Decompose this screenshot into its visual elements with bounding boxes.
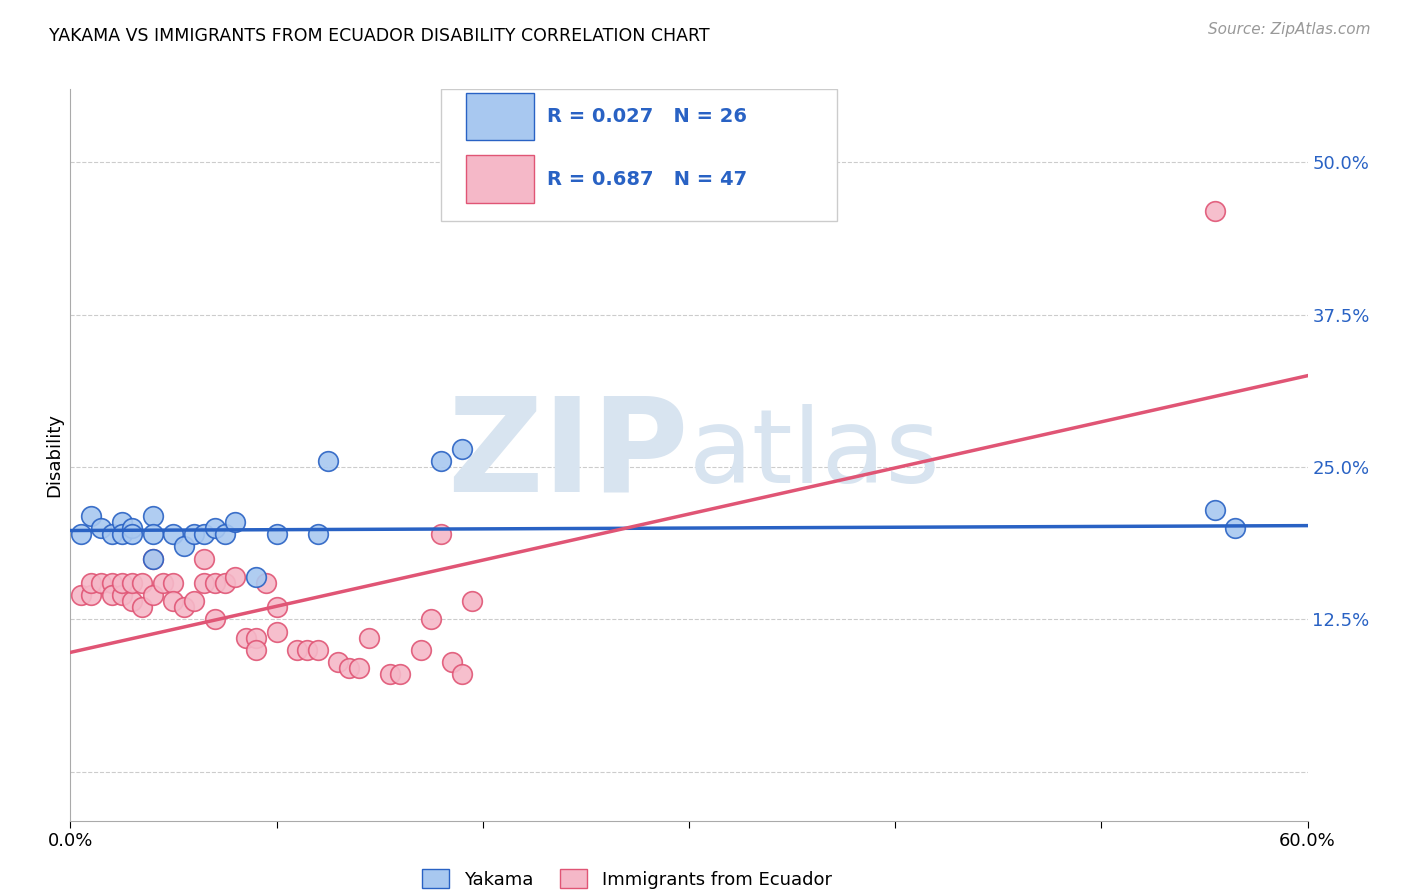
Point [204, 576, 226, 591]
Point [347, 661, 370, 675]
Point [142, 527, 165, 541]
Point [337, 661, 360, 675]
Point [193, 551, 215, 566]
Point [173, 539, 195, 553]
Point [316, 454, 339, 468]
Point [235, 631, 257, 645]
Point [451, 667, 474, 681]
Point [111, 515, 134, 529]
Point [142, 588, 165, 602]
Point [297, 643, 319, 657]
Point [69, 588, 91, 602]
Point [142, 551, 165, 566]
Point [193, 527, 215, 541]
Point [80, 508, 103, 523]
Point [80, 588, 103, 602]
Text: ZIP: ZIP [447, 392, 689, 518]
Point [90, 521, 112, 535]
Point [214, 527, 236, 541]
Point [245, 631, 267, 645]
Y-axis label: Disability: Disability [45, 413, 63, 497]
Point [451, 442, 474, 456]
Point [121, 521, 143, 535]
Point [1204, 503, 1226, 517]
Point [254, 576, 277, 591]
Point [193, 576, 215, 591]
Point [173, 600, 195, 615]
Point [389, 667, 412, 681]
Point [111, 576, 134, 591]
Point [162, 527, 184, 541]
Point [266, 600, 288, 615]
Point [359, 631, 381, 645]
Point [378, 667, 401, 681]
Point [224, 570, 246, 584]
Point [430, 454, 453, 468]
Point [1225, 521, 1247, 535]
Point [409, 643, 432, 657]
Point [224, 515, 246, 529]
Point [440, 655, 463, 669]
Point [100, 588, 122, 602]
Point [69, 527, 91, 541]
Point [90, 576, 112, 591]
Point [162, 594, 184, 608]
Text: atlas: atlas [689, 404, 941, 506]
Text: YAKAMA VS IMMIGRANTS FROM ECUADOR DISABILITY CORRELATION CHART: YAKAMA VS IMMIGRANTS FROM ECUADOR DISABI… [49, 27, 710, 45]
Point [307, 527, 329, 541]
Point [121, 527, 143, 541]
Point [142, 508, 165, 523]
Text: R = 0.687   N = 47: R = 0.687 N = 47 [547, 169, 747, 189]
Point [307, 643, 329, 657]
Text: R = 0.027   N = 26: R = 0.027 N = 26 [547, 107, 747, 126]
Point [162, 576, 184, 591]
Point [1204, 204, 1226, 219]
FancyBboxPatch shape [441, 89, 838, 221]
FancyBboxPatch shape [467, 93, 534, 140]
Point [285, 643, 308, 657]
Point [245, 643, 267, 657]
Point [214, 576, 236, 591]
Point [430, 527, 453, 541]
Point [111, 588, 134, 602]
Point [100, 576, 122, 591]
Point [183, 594, 205, 608]
Point [142, 551, 165, 566]
Point [111, 527, 134, 541]
Point [131, 576, 153, 591]
Point [266, 624, 288, 639]
Point [100, 527, 122, 541]
Legend: Yakama, Immigrants from Ecuador: Yakama, Immigrants from Ecuador [415, 862, 839, 892]
Point [328, 655, 350, 669]
Point [266, 527, 288, 541]
Text: Source: ZipAtlas.com: Source: ZipAtlas.com [1208, 22, 1371, 37]
Point [204, 521, 226, 535]
Point [204, 613, 226, 627]
Point [80, 576, 103, 591]
Point [121, 594, 143, 608]
Point [152, 576, 174, 591]
Point [245, 570, 267, 584]
FancyBboxPatch shape [467, 155, 534, 202]
Point [183, 527, 205, 541]
Point [420, 613, 443, 627]
Point [461, 594, 484, 608]
Point [121, 576, 143, 591]
Point [131, 600, 153, 615]
